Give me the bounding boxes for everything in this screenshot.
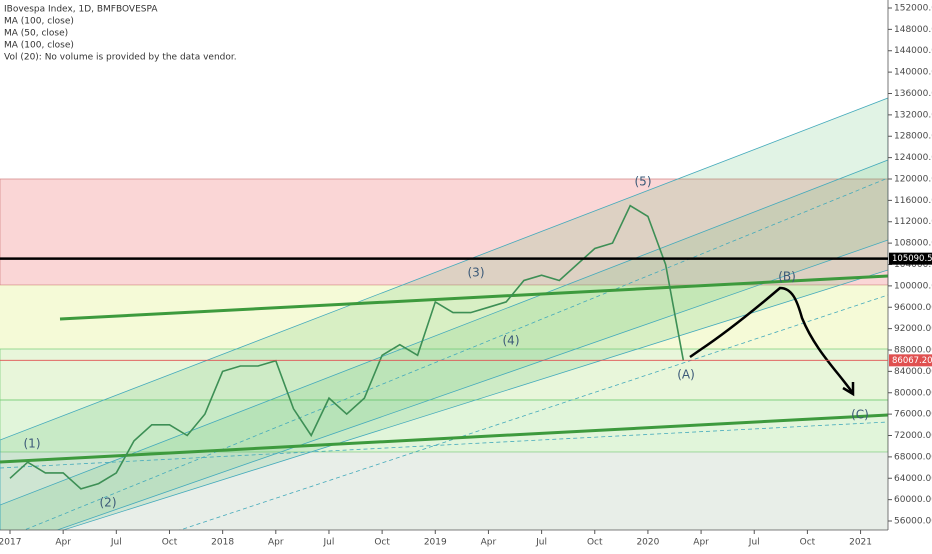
price-label: 105090.52 xyxy=(892,254,932,264)
y-tick-label: 144000.00 xyxy=(894,46,932,56)
y-tick-label: 72000.00 xyxy=(894,431,932,441)
x-tick-label: Jul xyxy=(323,538,335,548)
wave-label: (5) xyxy=(635,175,652,189)
trend-line xyxy=(0,413,889,464)
y-tick-label: 116000.00 xyxy=(894,196,932,206)
projection-curve xyxy=(689,286,854,393)
price-label: 86067.20 xyxy=(892,356,932,366)
y-tick-label: 140000.00 xyxy=(894,68,932,78)
x-tick-label: Apr xyxy=(55,538,71,548)
y-tick-label: 80000.00 xyxy=(894,388,932,398)
x-tick-label: Apr xyxy=(693,538,709,548)
price-label-box xyxy=(889,354,932,367)
x-tick-label: 2017 xyxy=(0,538,21,548)
price-label-box xyxy=(889,252,932,265)
header-title: IBovespa Index, 1D, BMFBOVESPA xyxy=(4,5,158,15)
wave-label: (3) xyxy=(468,266,485,280)
channel-mid xyxy=(149,294,889,541)
y-tick-label: 148000.00 xyxy=(894,25,932,35)
x-tick-label: Apr xyxy=(481,538,497,548)
y-tick-label: 104000.00 xyxy=(894,260,932,270)
x-tick-label: Oct xyxy=(800,538,816,548)
x-tick-label: Oct xyxy=(162,538,178,548)
x-tick-label: 2020 xyxy=(636,538,659,548)
header-line: MA (100, close) xyxy=(4,41,74,51)
y-tick-label: 120000.00 xyxy=(894,174,932,184)
arrow-head xyxy=(842,382,855,397)
y-tick-label: 56000.00 xyxy=(894,517,932,527)
y-tick-label: 76000.00 xyxy=(894,410,932,420)
y-tick-label: 132000.00 xyxy=(894,110,932,120)
y-tick-label: 64000.00 xyxy=(894,474,932,484)
y-tick-label: 152000.00 xyxy=(894,3,932,13)
price-line xyxy=(9,204,685,490)
x-tick-label: 2021 xyxy=(849,538,872,548)
wave-label: (1) xyxy=(24,437,41,451)
y-tick-label: 108000.00 xyxy=(894,239,932,249)
zone xyxy=(0,399,889,453)
wave-label: (2) xyxy=(100,496,117,510)
y-tick-label: 92000.00 xyxy=(894,324,932,334)
y-tick-label: 112000.00 xyxy=(894,217,932,227)
x-tick-label: Oct xyxy=(587,538,603,548)
header-line: MA (100, close) xyxy=(4,17,74,27)
x-axis-bg xyxy=(0,530,932,550)
x-tick-label: Jul xyxy=(110,538,122,548)
wave-label: (C) xyxy=(851,408,869,422)
x-tick-label: Oct xyxy=(374,538,390,548)
trend-line xyxy=(0,421,889,469)
channel-mid xyxy=(0,177,889,541)
y-tick-label: 136000.00 xyxy=(894,89,932,99)
y-tick-label: 124000.00 xyxy=(894,153,932,163)
y-tick-label: 68000.00 xyxy=(894,452,932,462)
resistance-zone xyxy=(0,178,889,286)
y-tick-label: 88000.00 xyxy=(894,346,932,356)
x-tick-label: Jul xyxy=(535,538,547,548)
x-tick-label: Apr xyxy=(268,538,284,548)
wave-label: (A) xyxy=(677,368,695,382)
wave-label: (B) xyxy=(778,270,796,284)
y-axis-bg xyxy=(888,0,932,550)
x-tick-label: 2019 xyxy=(424,538,447,548)
wave-label: (4) xyxy=(503,334,520,348)
header-line: Vol (20): No volume is provided by the d… xyxy=(4,53,237,63)
x-tick-label: Jul xyxy=(748,538,760,548)
drawings xyxy=(0,97,889,551)
y-tick-label: 128000.00 xyxy=(894,132,932,142)
y-tick-label: 96000.00 xyxy=(894,303,932,313)
zone xyxy=(0,452,888,530)
x-tick-label: 2018 xyxy=(211,538,234,548)
header-line: MA (50, close) xyxy=(4,29,68,39)
y-tick-label: 84000.00 xyxy=(894,367,932,377)
y-tick-label: 100000.00 xyxy=(894,281,932,291)
trend-line xyxy=(59,274,889,321)
y-tick-label: 60000.00 xyxy=(894,495,932,505)
